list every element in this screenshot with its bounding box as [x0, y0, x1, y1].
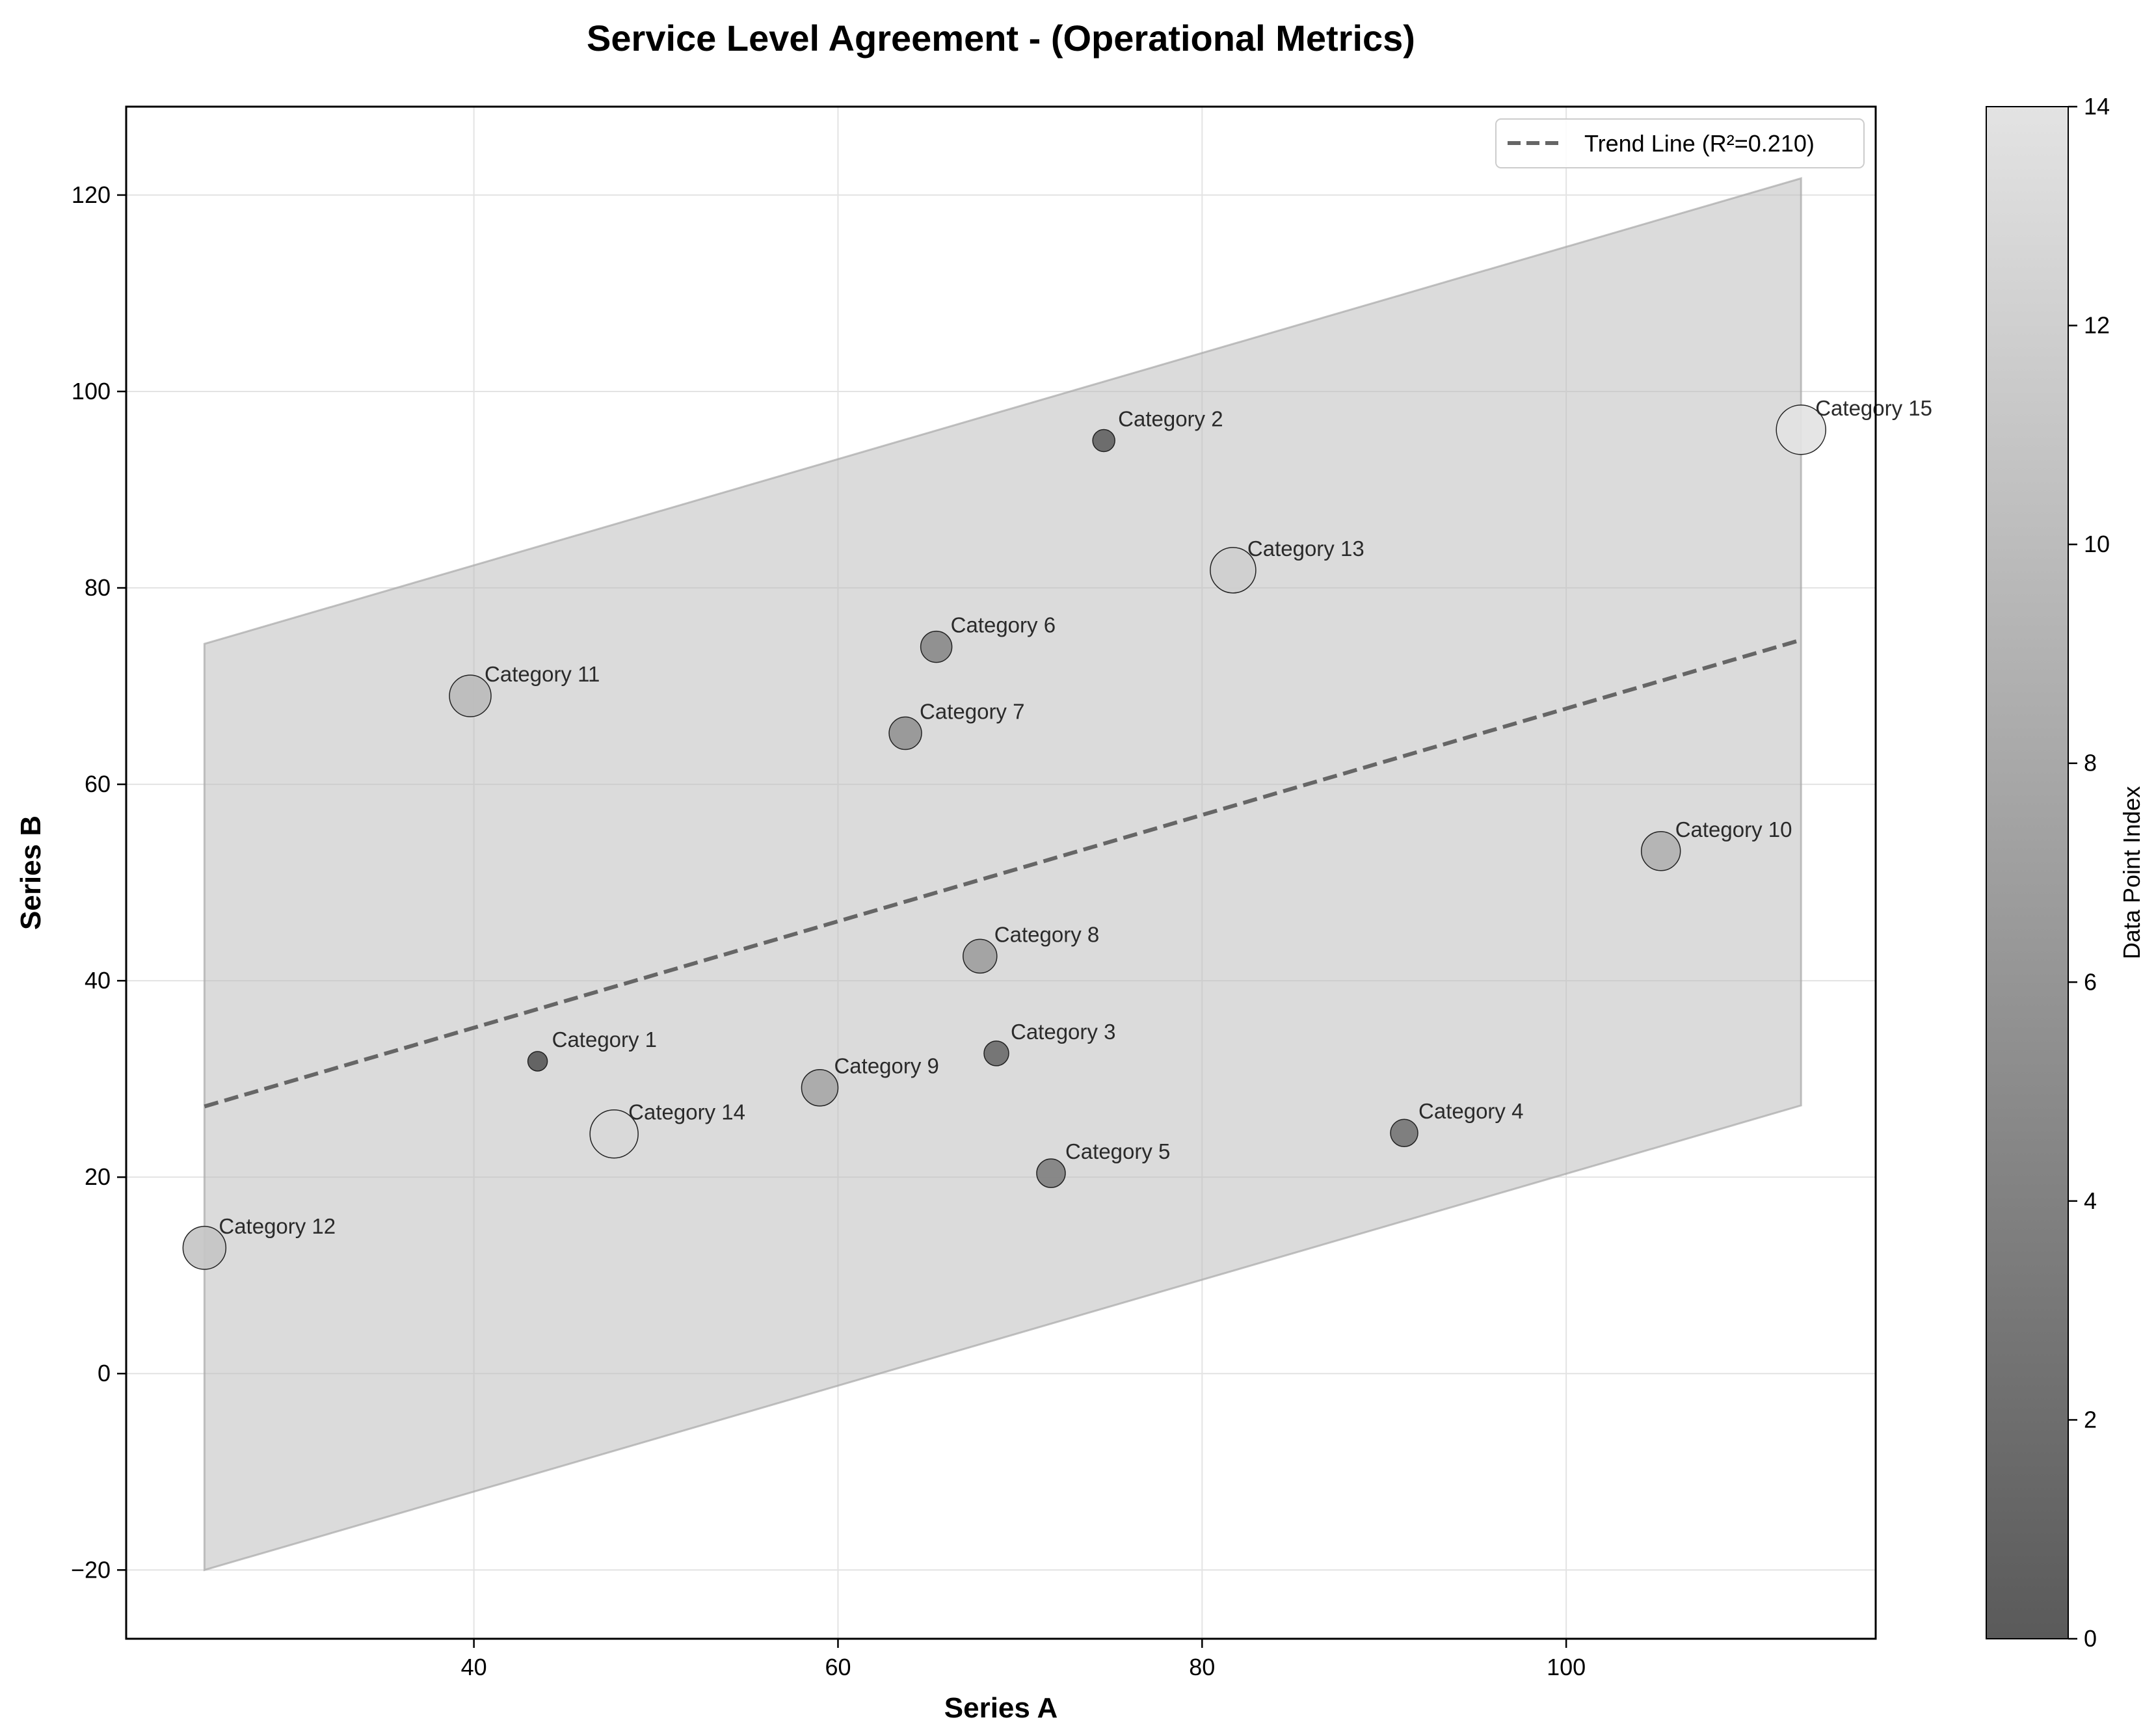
- x-tick-label: 60: [825, 1654, 851, 1680]
- data-point: [888, 716, 922, 750]
- y-axis-label: Series B: [15, 815, 47, 930]
- data-point-label: Category 6: [951, 613, 1056, 637]
- trend-line-layer: [204, 638, 1802, 1109]
- y-tick-label: 120: [72, 181, 111, 208]
- colorbar-tick-label: 2: [2084, 1406, 2097, 1433]
- colorbar-tick-label: 0: [2084, 1625, 2097, 1652]
- chart-title: Service Level Agreement - (Operational M…: [587, 18, 1415, 59]
- data-point-label: Category 3: [1011, 1020, 1115, 1044]
- colorbar-ticks: 0 2 4 6 8 10 12 14: [2068, 93, 2110, 1652]
- data-point-label: Category 5: [1065, 1139, 1170, 1163]
- y-tick-label: −20: [71, 1556, 111, 1583]
- points-layer: [182, 404, 1826, 1270]
- data-point: [801, 1068, 839, 1107]
- data-point: [963, 938, 998, 974]
- data-point-label: Category 13: [1247, 536, 1364, 561]
- data-point: [1092, 429, 1115, 453]
- y-tick-label: 20: [85, 1163, 111, 1190]
- x-axis-label: Series A: [944, 1692, 1058, 1724]
- data-point-label: Category 8: [994, 922, 1099, 946]
- y-tick-label: 80: [85, 574, 111, 601]
- y-tick-label: 40: [85, 967, 111, 994]
- y-tick-label: 60: [85, 771, 111, 797]
- data-point-label: Category 12: [219, 1214, 336, 1238]
- point-labels-layer: Category 1 Category 2 Category 3 Category 4…: [219, 396, 1932, 1238]
- plot-frame: [125, 105, 1877, 1640]
- x-axis-ticks: 40 60 80 100: [461, 1639, 1586, 1680]
- y-tick-label: 0: [98, 1360, 111, 1386]
- colorbar-tick-label: 8: [2084, 750, 2097, 776]
- data-point-label: Category 2: [1118, 406, 1223, 430]
- y-axis-ticks: −20 0 20 40 60 80 100 120: [71, 181, 126, 1583]
- colorbar-tick-label: 10: [2084, 531, 2110, 557]
- data-point-label: Category 15: [1815, 396, 1932, 420]
- data-point-label: Category 10: [1675, 817, 1792, 841]
- data-point: [449, 674, 492, 717]
- colorbar-tick-label: 6: [2084, 968, 2097, 995]
- confidence-band-layer: [203, 177, 1802, 1572]
- colorbar-tick-label: 4: [2084, 1187, 2097, 1214]
- confidence-band: [203, 177, 1802, 1572]
- colorbar-tick-label: 14: [2084, 93, 2110, 120]
- data-point-label: Category 9: [834, 1054, 938, 1078]
- x-tick-label: 100: [1547, 1654, 1586, 1680]
- data-point: [983, 1040, 1009, 1066]
- y-tick-label: 100: [72, 378, 111, 404]
- legend: Trend Line (R²=0.210): [1495, 118, 1865, 168]
- data-point: [1210, 547, 1257, 594]
- data-point: [1390, 1119, 1418, 1147]
- legend-box: [1495, 118, 1865, 168]
- data-point-label: Category 7: [920, 700, 1024, 724]
- data-point: [182, 1226, 227, 1270]
- x-tick-label: 40: [461, 1654, 487, 1680]
- data-point: [1776, 404, 1826, 455]
- data-point: [527, 1051, 548, 1072]
- colorbar: [1986, 106, 2069, 1639]
- colorbar-tick-label: 12: [2084, 312, 2110, 339]
- data-point: [589, 1109, 639, 1159]
- colorbar-label: Data Point Index: [2118, 786, 2145, 959]
- data-point-label: Category 14: [628, 1100, 745, 1124]
- legend-label-trend-line: Trend Line (R²=0.210): [1584, 130, 1815, 157]
- data-point-label: Category 4: [1418, 1099, 1523, 1123]
- data-point-label: Category 1: [552, 1027, 657, 1052]
- data-point: [1640, 831, 1681, 871]
- data-point: [920, 630, 953, 663]
- trend-line: [204, 638, 1802, 1109]
- x-tick-label: 80: [1189, 1654, 1215, 1680]
- data-point: [1036, 1158, 1066, 1188]
- data-point-label: Category 11: [485, 662, 600, 686]
